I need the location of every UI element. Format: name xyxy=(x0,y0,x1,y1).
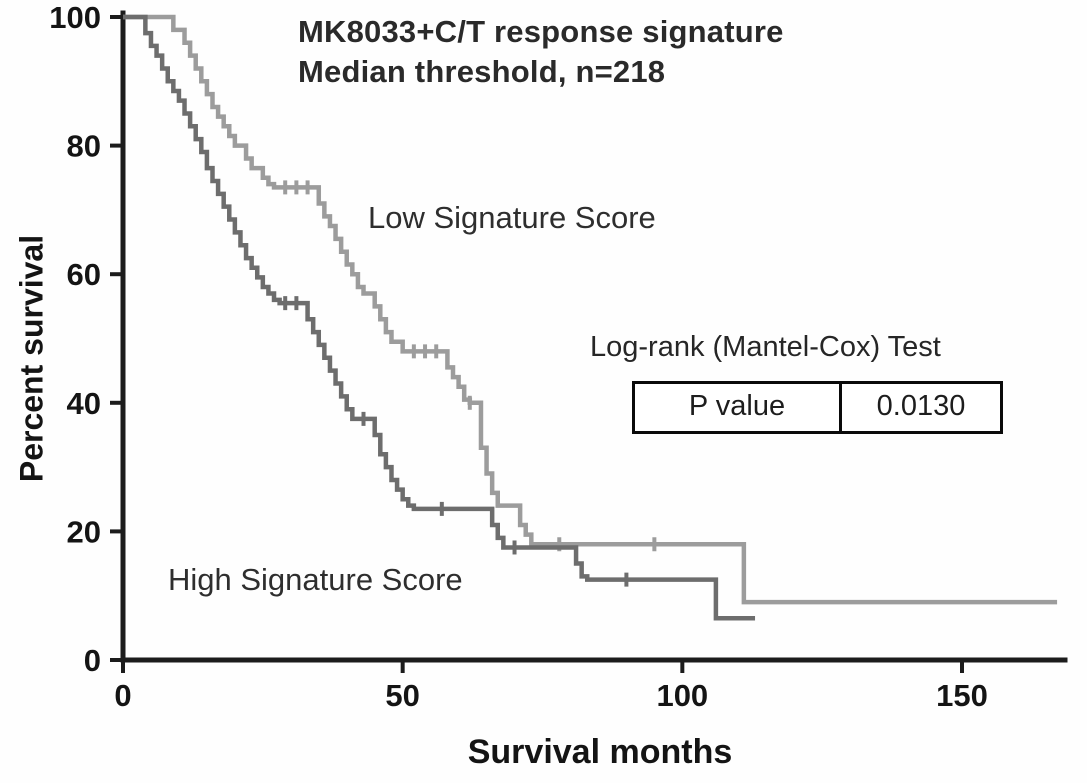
chart-title: MK8033+C/T response signature Median thr… xyxy=(298,12,784,93)
y-tick-label: 100 xyxy=(49,0,101,35)
high-signature-curve-label: High Signature Score xyxy=(168,562,463,597)
y-tick-label: 40 xyxy=(67,386,101,421)
low-signature-curve-label: Low Signature Score xyxy=(368,200,656,235)
y-axis-title: Percent survival xyxy=(13,234,50,483)
p-value-header-cell: P value xyxy=(635,384,842,431)
x-tick-label: 150 xyxy=(936,678,988,713)
p-value-cell: 0.0130 xyxy=(876,390,966,422)
y-tick-label: 80 xyxy=(67,129,101,164)
x-tick-label: 50 xyxy=(385,678,419,713)
survival-curve-low xyxy=(123,14,1058,605)
y-tick-label: 0 xyxy=(84,643,101,678)
x-tick-label: 0 xyxy=(114,678,131,713)
logrank-test-label: Log-rank (Mantel-Cox) Test xyxy=(590,331,941,363)
p-value-table: P value 0.0130 xyxy=(632,381,1003,434)
y-tick-label: 60 xyxy=(67,257,101,292)
y-tick-label: 20 xyxy=(67,514,101,549)
survival-curve-high xyxy=(123,14,756,621)
chart-title-line1: MK8033+C/T response signature xyxy=(298,14,784,49)
chart-title-line2: Median threshold, n=218 xyxy=(298,54,666,90)
x-tick-label: 100 xyxy=(656,678,708,713)
x-axis-title: Survival months xyxy=(467,733,733,771)
